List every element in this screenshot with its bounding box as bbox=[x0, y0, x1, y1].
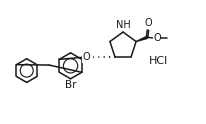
Polygon shape bbox=[136, 36, 147, 42]
Text: O: O bbox=[153, 33, 161, 43]
Text: O: O bbox=[82, 52, 90, 62]
Text: HCl: HCl bbox=[149, 56, 168, 66]
Text: O: O bbox=[144, 18, 152, 28]
Text: NH: NH bbox=[116, 20, 130, 30]
Text: Br: Br bbox=[65, 80, 76, 90]
